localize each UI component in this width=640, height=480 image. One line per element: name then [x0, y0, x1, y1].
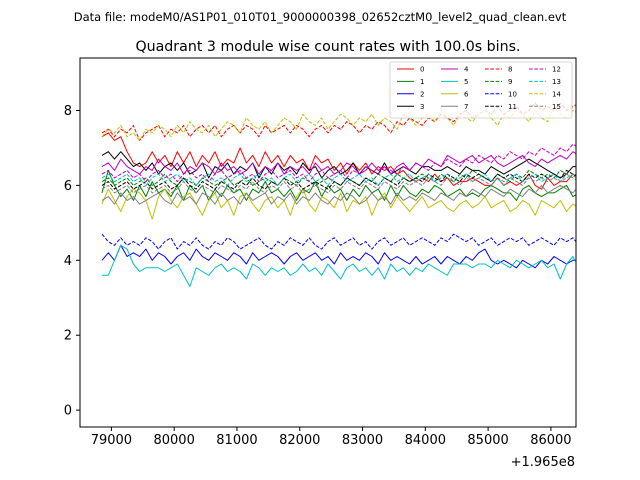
x-tick-label: 81000 — [216, 433, 257, 448]
legend-label-9: 9 — [508, 78, 512, 86]
series-line-2 — [101, 244, 576, 269]
legend-label-14: 14 — [552, 90, 561, 98]
series-line-0 — [101, 132, 576, 190]
legend-label-13: 13 — [552, 78, 561, 86]
series-line-10 — [101, 233, 576, 250]
x-tick-label: 79000 — [91, 433, 132, 448]
y-tick-label: 0 — [64, 404, 72, 419]
legend-label-15: 15 — [552, 103, 561, 111]
figure-suptitle: Data file: modeM0/AS1P01_010T01_90000003… — [74, 10, 567, 24]
series-line-12 — [101, 143, 576, 183]
x-tick-label: 86000 — [530, 433, 571, 448]
x-offset-label: +1.965e8 — [511, 455, 575, 470]
x-tick-label: 85000 — [467, 433, 508, 448]
axis-layer: 79000 80000 81000 82000 83000 84000 85000 86000… — [64, 104, 572, 448]
y-tick-label: 2 — [64, 329, 72, 344]
series-line-14 — [101, 106, 576, 141]
chart-title: Quadrant 3 module wise count rates with … — [135, 39, 520, 55]
legend-label-1: 1 — [420, 78, 424, 86]
series-line-3 — [101, 151, 576, 179]
series-line-7 — [101, 184, 576, 205]
x-tick-label: 80000 — [153, 433, 194, 448]
legend-label-6: 6 — [464, 90, 469, 98]
series-line-5 — [102, 244, 576, 287]
x-tick-label: 83000 — [342, 433, 383, 448]
legend-label-12: 12 — [552, 66, 561, 74]
legend-label-0: 0 — [420, 66, 424, 74]
y-tick-label: 8 — [64, 104, 72, 119]
legend-label-3: 3 — [420, 103, 424, 111]
legend-label-2: 2 — [420, 90, 424, 98]
series-layer — [101, 102, 576, 287]
legend-label-7: 7 — [464, 103, 468, 111]
legend-label-4: 4 — [464, 66, 469, 74]
y-tick-label: 4 — [64, 254, 72, 269]
legend-label-8: 8 — [508, 66, 512, 74]
series-line-13 — [101, 173, 576, 186]
legend-label-5: 5 — [464, 78, 468, 86]
legend-box — [389, 61, 573, 119]
x-tick-label: 84000 — [405, 433, 446, 448]
legend-label-10: 10 — [508, 90, 517, 98]
series-line-6 — [101, 188, 576, 220]
series-line-8 — [101, 102, 576, 141]
series-line-15 — [101, 173, 576, 194]
series-line-1 — [101, 169, 576, 201]
x-tick-label: 82000 — [279, 433, 320, 448]
plot-frame — [79, 57, 577, 428]
legend-label-11: 11 — [508, 103, 517, 111]
y-tick-label: 6 — [64, 179, 72, 194]
